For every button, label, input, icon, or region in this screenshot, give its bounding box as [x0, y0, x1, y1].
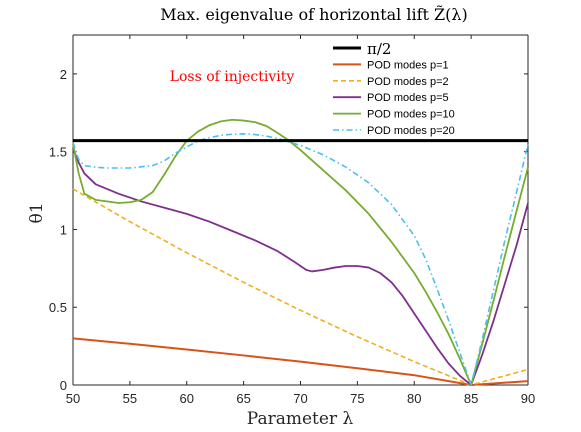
x-tick-label: 90	[521, 391, 535, 406]
y-tick-label: 2	[60, 67, 67, 82]
x-tick-label: 75	[350, 391, 364, 406]
x-tick-label: 55	[123, 391, 137, 406]
x-tick-label: 85	[464, 391, 478, 406]
legend-label: POD modes p=2	[367, 76, 449, 88]
series-line-4	[72, 118, 529, 386]
legend-label: POD modes p=10	[367, 109, 455, 121]
legend-label: POD modes p=5	[367, 92, 449, 104]
x-tick-label: 50	[66, 391, 80, 406]
chart-title: Max. eigenvalue of horizontal lift Z̃(λ)	[160, 5, 468, 24]
series-line-3	[72, 148, 529, 386]
series-line-2	[72, 188, 529, 386]
legend-label: POD modes p=1	[367, 59, 449, 71]
x-tick-label: 70	[293, 391, 307, 406]
y-axis-label: θ1	[27, 202, 47, 223]
x-tick-label: 65	[236, 391, 250, 406]
series-line-1	[72, 337, 529, 386]
loss-of-injectivity-annotation: Loss of injectivity	[170, 69, 295, 85]
y-tick-label: 1.5	[49, 145, 67, 160]
axis-ticks: 50 55 60 65 70 75 80 85 90 0 0.5 1 1.5 2	[49, 35, 535, 406]
x-axis-label: Parameter λ	[247, 409, 354, 429]
legend-label: π/2	[367, 40, 391, 58]
x-tick-label: 60	[180, 391, 194, 406]
legend-label: POD modes p=20	[367, 125, 455, 137]
y-tick-label: 0	[60, 378, 67, 393]
y-tick-label: 1	[60, 222, 67, 237]
x-tick-label: 80	[407, 391, 421, 406]
series-layer	[72, 118, 529, 386]
series-line-5	[72, 132, 529, 386]
y-tick-label: 0.5	[49, 300, 67, 315]
y-axis-label-group: θ1	[27, 202, 47, 223]
